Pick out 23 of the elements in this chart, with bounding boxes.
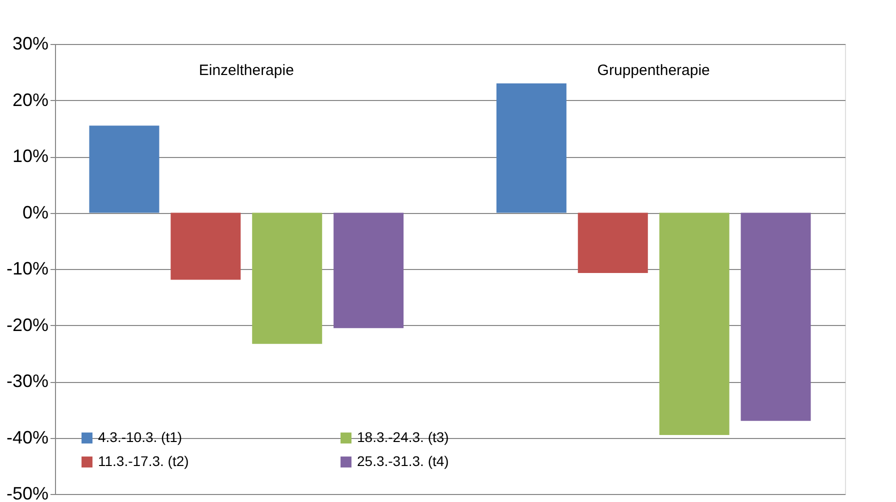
bar — [334, 212, 404, 328]
y-tick-label: -20% — [6, 314, 48, 335]
bar — [170, 212, 241, 280]
x-tick-label: Gruppentherapie — [597, 62, 710, 79]
y-tick-label: -50% — [6, 484, 48, 502]
bar — [496, 83, 566, 213]
bar — [740, 212, 811, 421]
y-tick-label: 10% — [12, 146, 48, 166]
bar — [659, 212, 730, 435]
bar — [89, 126, 160, 213]
x-tick-label: Einzeltherapie — [198, 62, 294, 79]
y-tick-label: 20% — [12, 90, 48, 110]
bar — [252, 212, 322, 344]
y-tick-label: -10% — [6, 258, 48, 278]
bar — [578, 212, 648, 273]
y-tick-label: -30% — [6, 371, 48, 391]
y-tick-label: 0% — [22, 202, 48, 222]
legend-label: 4.3.-10.3. (t1) — [98, 429, 182, 445]
legend-label: 25.3.-31.3. (t4) — [357, 453, 449, 469]
legend-label: 11.3.-17.3. (t2) — [98, 453, 189, 469]
y-tick-label: -40% — [6, 427, 48, 448]
legend-label: 18.3.-24.3. (t3) — [357, 429, 449, 445]
y-tick-label: 30% — [12, 34, 48, 54]
